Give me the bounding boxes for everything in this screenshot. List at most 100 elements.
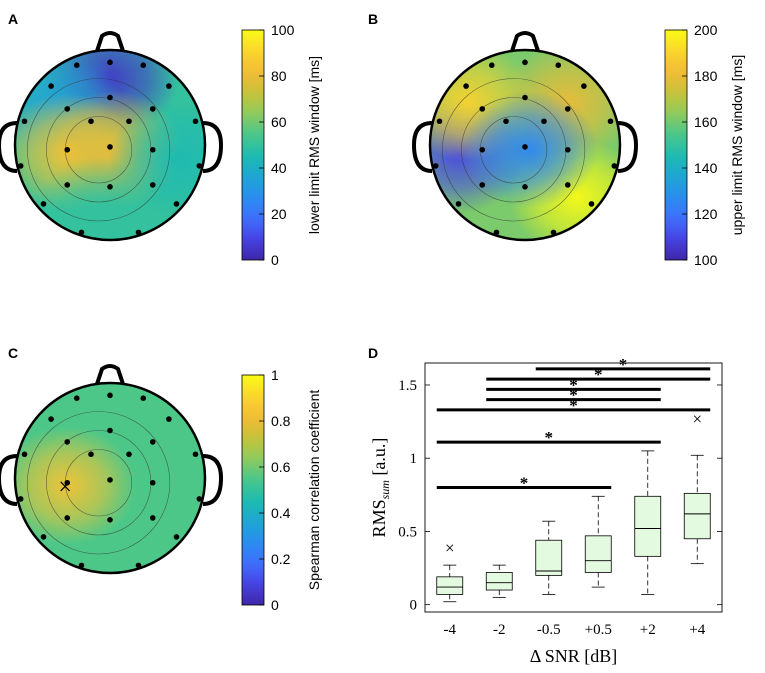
panel-b-right-ear (617, 121, 639, 173)
panel-c-colorbar (241, 374, 265, 606)
panel-a-left-ear (0, 121, 18, 173)
panel-c-electrode (149, 439, 156, 445)
panel-c-right-ear (202, 454, 224, 506)
panel-c-left-ear (0, 454, 18, 506)
panel-c-marker: × (58, 475, 72, 501)
panel-d-xtick-label: +2 (640, 622, 656, 638)
panel-b-colorbar-tick: 180 (694, 68, 718, 84)
panel-d-ytick-label: 0 (410, 598, 418, 614)
panel-a-electrode (40, 201, 47, 207)
panel-c-electrode (107, 392, 113, 399)
panel-b-electrode (503, 118, 509, 125)
panel-b-electrode (541, 118, 547, 125)
panel-b-electrode (488, 62, 495, 68)
panel-a-colorbar-tick: 80 (271, 68, 287, 84)
panel-d-xlabel: Δ SNR [dB] (530, 646, 618, 666)
panel-a-electrode (140, 62, 147, 68)
panel-d-sig-star-1: * (545, 428, 554, 447)
panel-c-electrode (196, 496, 203, 502)
panel-a-colorbar-tick: 0 (271, 252, 279, 268)
panel-b-colorbar-tick: 200 (694, 22, 718, 38)
panel-b-colorbar-tick: 120 (694, 206, 718, 222)
panel-d-ytick-label: 1.5 (398, 378, 417, 394)
panel-b-electrode (522, 94, 528, 101)
panel-a-electrode (78, 229, 85, 236)
panel-b-electrode (588, 201, 595, 207)
panel-b-map (430, 50, 620, 240)
panel-d-axes (424, 362, 723, 613)
panel-d-sig-star-0: * (520, 474, 529, 493)
panel-b-left-ear (411, 121, 433, 173)
panel-c-electrode (192, 451, 199, 458)
panel-a-electrode (64, 182, 71, 188)
panel-b-electrode (550, 229, 557, 236)
panel-b-electrode (522, 59, 528, 66)
panel-a-head-outline (13, 48, 207, 242)
panel-b-hotspot (461, 90, 599, 209)
panel-c-colorbar-tick: 1 (271, 367, 279, 383)
panel-a-electrode (196, 163, 203, 169)
panel-d: D 0 0.5 1 1.5 -4 -2 -0.5 +0.5 +2 +4 Δ SNR [dB] RMSs… (368, 345, 723, 666)
panel-c-electrode (40, 534, 47, 540)
panel-b-contour (442, 78, 586, 222)
panel-c-colorbar-tick: 0 (271, 597, 279, 613)
panel-a-electrode (149, 182, 156, 188)
panel-c-electrode (64, 479, 71, 486)
panel-a: A 100 80 60 40 20 0 lower limit RMS window [ms… (0, 11, 322, 268)
panel-b-label: B (368, 11, 378, 27)
panel-d-xtick-label: -0.5 (537, 622, 561, 638)
panel-a-electrode (17, 163, 24, 169)
panel-a-colorbar-tick: 60 (271, 114, 287, 130)
panel-c-colorbar-tick: 0.8 (271, 413, 291, 429)
panel-a-colorbar-tick: 40 (271, 160, 287, 176)
panel-b-colorbar-tick: 140 (694, 160, 718, 176)
panel-b-electrode (581, 83, 587, 89)
panel-b-electrode (522, 144, 528, 150)
panel-c-electrode (149, 479, 156, 486)
panel-d-ylabel: RMSsum [a.u.] (369, 438, 392, 538)
panel-a-electrode (107, 94, 113, 101)
panel-b-electrode (493, 229, 500, 236)
panel-c-electrode (17, 496, 24, 502)
panel-b: B 200 180 160 140 120 100 upper limit RMS wind… (368, 11, 745, 268)
panel-c-electrode (21, 451, 28, 458)
panel-c-electrode (64, 439, 71, 445)
panel-b-electrode (607, 118, 614, 125)
panel-d-ytick-label: 1 (410, 451, 418, 467)
panel-a-map (15, 50, 205, 240)
panel-b-colorbar-tick: 160 (694, 114, 718, 130)
panel-c-electrode (149, 515, 156, 521)
panel-b-colorbar-tick: 100 (694, 252, 718, 268)
panel-b-electrode (611, 163, 618, 169)
panel-b-colorbar-label: upper limit RMS window [ms] (729, 55, 745, 236)
panel-a-colorbar-tick: 20 (271, 206, 287, 222)
panel-c-electrode (126, 451, 132, 458)
panel-a-electrode (64, 146, 71, 153)
box-outlier: × (445, 539, 455, 558)
panel-a-right-ear (202, 121, 224, 173)
panel-c-head-outline (13, 381, 207, 575)
panel-b-electrode (432, 163, 439, 169)
panel-a-electrode (88, 118, 94, 125)
box-outlier: × (692, 410, 702, 429)
panel-d-ytick-label: 0.5 (398, 524, 417, 540)
panel-d-xtick-label: +0.5 (585, 622, 612, 638)
panel-c-electrode (173, 534, 180, 540)
panel-b-electrode (463, 83, 469, 89)
panel-b-electrode (479, 182, 486, 188)
box-body (535, 539, 563, 576)
panel-c-colorbar-tick: 0.6 (271, 459, 291, 475)
panel-c-label: C (8, 345, 18, 361)
panel-c-electrode (140, 395, 147, 402)
panel-c-electrode (64, 515, 71, 521)
panel-a-electrode (149, 106, 156, 112)
panel-a-electrode (192, 118, 199, 125)
panel-b-electrode (555, 62, 562, 68)
panel-d-box-3 (584, 495, 612, 588)
panel-c-nose (94, 364, 126, 388)
box-body (634, 495, 662, 557)
panel-c-electrode (107, 477, 113, 483)
panel-a-colorbar (241, 29, 265, 261)
panel-d-box-1 (485, 564, 513, 598)
